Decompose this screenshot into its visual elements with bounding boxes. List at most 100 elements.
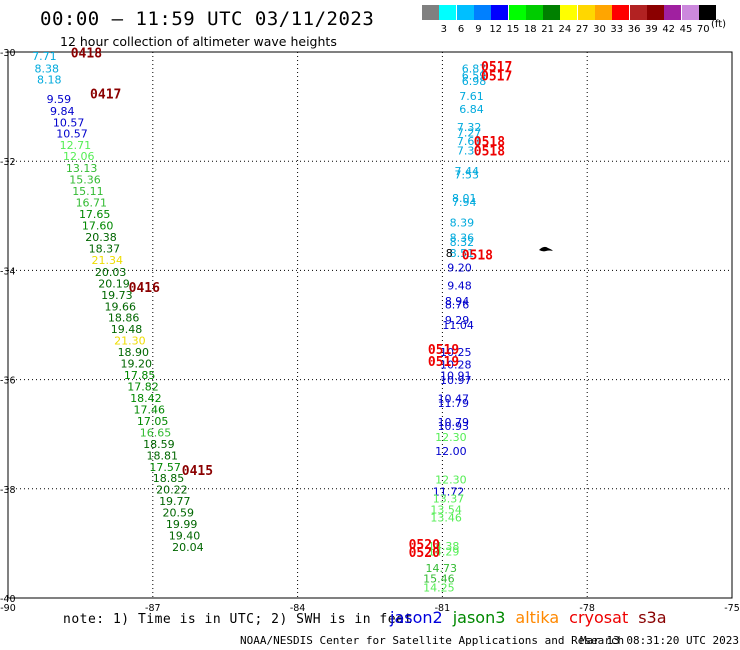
note-text: note: 1) Time is in UTC; 2) SWH is in fe… [63, 612, 413, 627]
map-frame [7, 51, 733, 599]
scale-label: 3 [440, 24, 447, 35]
scale-unit: (ft) [711, 19, 727, 30]
wave-height-value: 13.37 [433, 492, 465, 505]
chart-subtitle: 12 hour collection of altimeter wave hei… [60, 34, 337, 49]
wave-height-value: 9.48 [447, 280, 472, 293]
wave-height-value: 17.57 [149, 461, 181, 474]
island-outline [539, 246, 553, 252]
wave-height-value: 19.99 [166, 518, 198, 531]
lat-tick-label: -38 [0, 485, 16, 496]
pass-time-label: 0517 [481, 69, 512, 84]
wave-height-value: 18.59 [143, 438, 175, 451]
wave-height-value: 8 [446, 247, 453, 260]
lon-tick-label: -81 [435, 603, 451, 614]
scale-label: 18 [523, 24, 537, 35]
scale-label: 24 [558, 24, 572, 35]
wave-height-value: 8.18 [37, 74, 62, 87]
track-west: 7.718.388.189.599.8410.5710.5712.7112.06… [32, 46, 213, 554]
wave-height-value: 19.20 [120, 358, 152, 371]
wave-height-value: 9.84 [50, 105, 75, 118]
wave-height-value: 10.97 [440, 374, 472, 387]
scale-swatch [456, 5, 474, 20]
lat-tick-label: -32 [0, 157, 16, 168]
legend-item: jason2 [390, 608, 443, 627]
wave-height-value: 15.11 [72, 185, 104, 198]
lon-tick-label: -75 [724, 603, 740, 614]
wave-height-value: 20.03 [95, 266, 127, 279]
pass-time-label: 0418 [71, 46, 102, 61]
wave-height-value: 7.53 [454, 169, 479, 182]
wave-height-value: 11.79 [438, 397, 470, 410]
wave-height-value: 6.59 [462, 69, 487, 82]
wave-height-value: 17.05 [137, 415, 169, 428]
wave-height-value: 8.39 [450, 217, 475, 230]
wave-height-value: 7.71 [32, 50, 57, 63]
wave-height-value: 18.85 [153, 472, 185, 485]
scale-swatch [543, 5, 561, 20]
scale-label: 12 [489, 24, 503, 35]
footer-timestamp: Mar 13 08:31:20 UTC 2023 [580, 634, 739, 647]
pass-time-label: 0518 [474, 145, 505, 160]
wave-height-value: 10.57 [56, 128, 87, 141]
wave-height-value: 10.25 [440, 346, 472, 359]
lat-tick-label: -34 [0, 266, 16, 277]
wave-height-value: 8.38 [35, 63, 60, 76]
wave-height-value: 20.19 [98, 277, 130, 290]
chart-title: 00:00 – 11:59 UTC 03/11/2023 [40, 8, 375, 30]
scale-label: 39 [645, 24, 658, 35]
wave-height-value: 8.94 [445, 295, 470, 308]
lon-tick-label: -78 [579, 603, 595, 614]
wave-height-value: 7.44 [454, 165, 479, 178]
wave-height-value: 10.91 [440, 370, 472, 383]
scale-label: 33 [610, 24, 624, 35]
wave-height-value: 11.04 [442, 319, 474, 332]
wave-height-value: 6.87 [462, 63, 487, 76]
wave-height-value: 8.01 [452, 192, 477, 205]
scale-swatch [422, 5, 439, 20]
scale-swatch [612, 5, 630, 20]
wave-height-value: 9.29 [445, 314, 470, 327]
wave-height-value: 15.46 [423, 573, 455, 586]
wave-height-value: 18.81 [147, 449, 179, 462]
scale-swatch [473, 5, 491, 20]
wave-height-value: 10.47 [438, 393, 470, 406]
wave-height-value: 6.98 [462, 75, 487, 88]
wave-height-value: 8.76 [445, 299, 470, 312]
wave-height-value: 10.79 [438, 416, 470, 429]
scale-swatch [629, 5, 647, 20]
wave-height-value: 17.85 [124, 369, 156, 382]
scale-swatch [595, 5, 612, 20]
wave-height-value: 18.37 [89, 242, 121, 255]
scale-label: 21 [541, 24, 554, 35]
wave-height-value: 17.60 [82, 219, 114, 232]
wave-height-value: 13.54 [430, 503, 462, 516]
wave-height-value: 19.66 [105, 300, 136, 313]
wave-height-value: 19.73 [101, 289, 133, 302]
lat-tick-label: -36 [0, 376, 16, 387]
wave-height-value: 8.32 [450, 236, 475, 249]
scale-swatch [439, 5, 457, 20]
wave-height-value: 16.65 [140, 426, 172, 439]
wave-height-value: 12.00 [435, 445, 467, 458]
lon-tick-label: -87 [145, 603, 161, 614]
wave-height-value: 18.42 [130, 392, 162, 405]
legend-item: s3a [638, 608, 667, 627]
scale-swatch [491, 5, 509, 20]
track-east: 6.876.596.987.616.847.327.277.617.307.44… [409, 60, 513, 594]
wave-height-value: 7.61 [457, 135, 482, 148]
wave-height-value: 12.06 [63, 150, 95, 163]
wave-height-value: 17.46 [133, 403, 165, 416]
scale-label: 9 [475, 24, 482, 35]
scale-label: 36 [627, 24, 641, 35]
wave-height-value: 10.93 [438, 420, 470, 433]
wave-height-value: 17.65 [79, 208, 111, 221]
pass-time-label: 0416 [129, 281, 160, 296]
wave-height-value: 14.38 [428, 540, 460, 553]
scale-swatch [508, 5, 526, 20]
scale-swatch [664, 5, 682, 20]
wave-height-value: 8.36 [450, 231, 475, 244]
wave-height-value: 12.71 [60, 139, 92, 152]
scale-label: 30 [593, 24, 606, 35]
scale-label: 45 [679, 24, 693, 35]
